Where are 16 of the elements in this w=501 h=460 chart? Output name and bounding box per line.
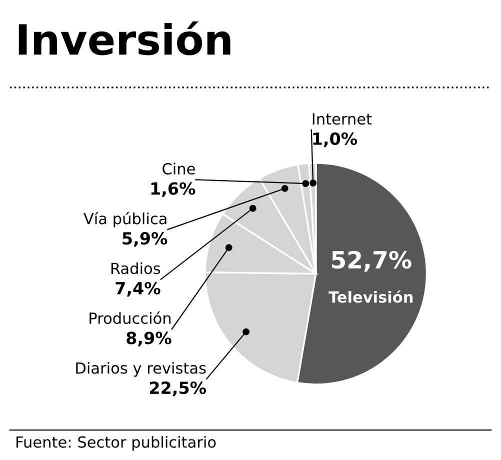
- slice-label: Televisión: [328, 290, 413, 303]
- slice-label: Radios: [111, 262, 160, 274]
- data-label: 1,6%: [151, 182, 196, 197]
- data-label: 8,9%: [126, 332, 172, 346]
- slice-label: Internet: [312, 113, 372, 125]
- chart-title: Inversión: [18, 21, 230, 56]
- data-label: 22,5%: [150, 381, 206, 396]
- source-note: Fuente: Sector publicitario: [16, 436, 216, 451]
- data-label: 7,4%: [116, 282, 160, 297]
- data-label: 5,9%: [122, 232, 168, 247]
- data-label: 1,0%: [313, 132, 358, 148]
- slice-label: Cine: [162, 162, 195, 175]
- slice-label: Diarios y revistas: [76, 362, 206, 377]
- slice-label: Vía pública: [84, 212, 166, 228]
- data-label: 52,7%: [332, 250, 412, 272]
- slice-label: Producción: [90, 312, 171, 324]
